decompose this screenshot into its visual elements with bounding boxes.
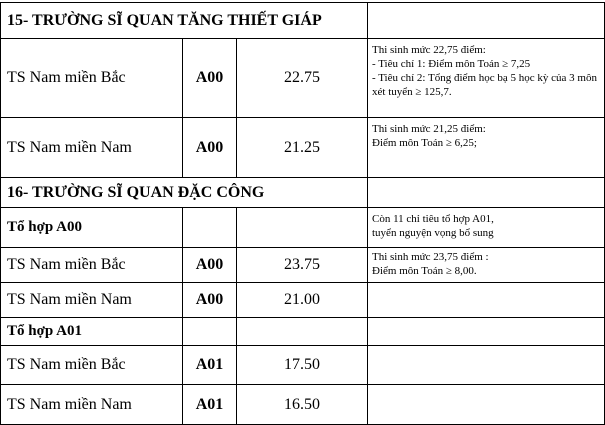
table-row: TS Nam miền Bắc A00 23.75 Thi sinh mức 2…: [0, 247, 605, 283]
score: 23.75: [236, 247, 368, 283]
note-line: Thi sinh mức 23,75 điểm :: [372, 251, 489, 263]
note-line: Điểm môn Toán ≥ 6,25;: [372, 137, 477, 149]
note-line: Còn 11 chỉ tiêu tổ hợp A01,: [372, 213, 494, 225]
score: 16.50: [236, 384, 368, 425]
subject-combo: A00: [182, 282, 237, 318]
subject-combo: A01: [182, 384, 237, 425]
table-row: TS Nam miền Bắc A00 22.75 Thi sinh mức 2…: [0, 38, 605, 118]
score: 21.25: [236, 117, 368, 178]
subject-combo: A00: [182, 117, 237, 178]
table-row: TS Nam miền Nam A00 21.25 Thi sinh mức 2…: [0, 117, 605, 178]
note-line: Thi sinh mức 22,75 điểm:: [372, 44, 486, 56]
note-line: - Tiêu chí 2: Tổng điểm học bạ 5 học kỳ …: [372, 72, 597, 98]
table-row: TS Nam miền Bắc A01 17.50: [0, 345, 605, 385]
candidate-group: TS Nam miền Nam: [0, 282, 183, 318]
group-label: Tổ hợp A01: [0, 317, 183, 346]
table-row: TS Nam miền Nam A00 21.00: [0, 282, 605, 318]
group-header-row: Tổ hợp A01: [0, 317, 605, 346]
section-header-row: 15- TRƯỜNG SĨ QUAN TĂNG THIẾT GIÁP: [0, 2, 605, 39]
subject-combo: A00: [182, 247, 237, 283]
section-title: 16- TRƯỜNG SĨ QUAN ĐẶC CÔNG: [0, 177, 368, 208]
note: Còn 11 chỉ tiêu tổ hợp A01, tuyển nguyện …: [367, 207, 605, 248]
note-line: tuyển nguyện vọng bổ sung: [372, 227, 494, 239]
group-label: Tổ hợp A00: [0, 207, 183, 248]
note-line: Điểm môn Toán ≥ 8,00.: [372, 265, 477, 277]
candidate-group: TS Nam miền Nam: [0, 384, 183, 425]
candidate-group: TS Nam miền Bắc: [0, 345, 183, 385]
subject-combo: A00: [182, 38, 237, 118]
section-header-row: 16- TRƯỜNG SĨ QUAN ĐẶC CÔNG: [0, 177, 605, 208]
group-header-row: Tổ hợp A00 Còn 11 chỉ tiêu tổ hợp A01, tu…: [0, 207, 605, 248]
score: 21.00: [236, 282, 368, 318]
candidate-group: TS Nam miền Bắc: [0, 247, 183, 283]
subject-combo: A01: [182, 345, 237, 385]
note-line: Thi sinh mức 21,25 điểm:: [372, 123, 486, 135]
note: Thi sinh mức 21,25 điểm: Điểm môn Toán ≥ …: [367, 117, 605, 178]
note: Thi sinh mức 23,75 điểm : Điểm môn Toán ≥…: [367, 247, 605, 283]
note: Thi sinh mức 22,75 điểm: - Tiêu chí 1: Đi…: [367, 38, 605, 118]
note-line: - Tiêu chí 1: Điểm môn Toán ≥ 7,25: [372, 58, 531, 70]
candidate-group: TS Nam miền Bắc: [0, 38, 183, 118]
candidate-group: TS Nam miền Nam: [0, 117, 183, 178]
section-title: 15- TRƯỜNG SĨ QUAN TĂNG THIẾT GIÁP: [0, 2, 368, 39]
score: 22.75: [236, 38, 368, 118]
table-row: TS Nam miền Nam A01 16.50: [0, 384, 605, 425]
score: 17.50: [236, 345, 368, 385]
